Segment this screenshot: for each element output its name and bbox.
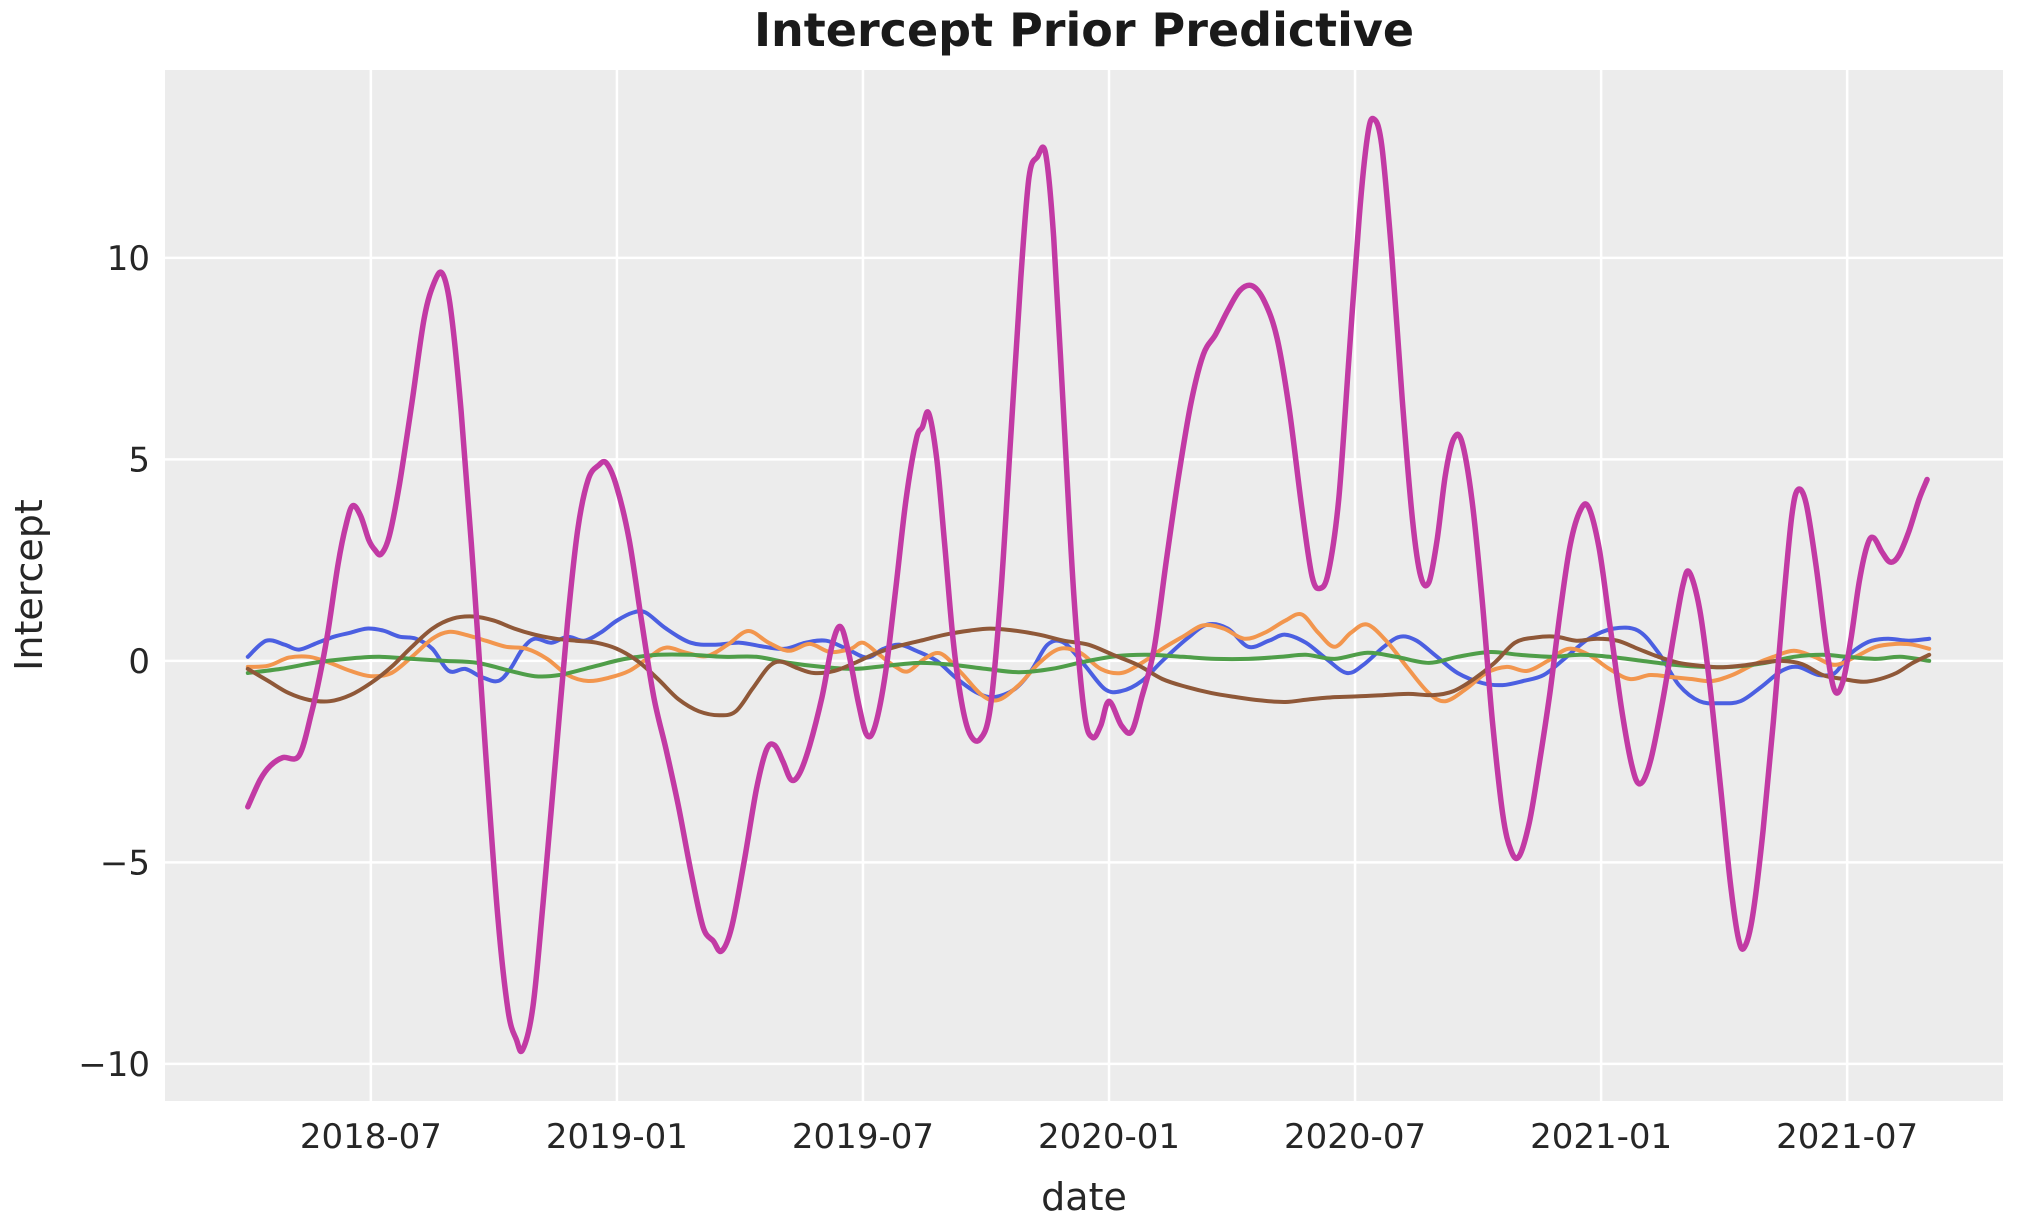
x-tick-label: 2020-01 bbox=[1038, 1117, 1180, 1157]
x-tick-label: 2019-01 bbox=[546, 1117, 688, 1157]
series-path-prior-sample-4 bbox=[245, 614, 1932, 718]
y-tick-label: 0 bbox=[128, 642, 150, 682]
x-tick-label: 2021-07 bbox=[1776, 1117, 1918, 1157]
x-axis-label: date bbox=[1041, 1175, 1127, 1219]
y-axis-label: Intercept bbox=[7, 499, 51, 671]
y-tick-label: 5 bbox=[128, 440, 150, 480]
series-path-prior-sample-1 bbox=[245, 608, 1932, 706]
x-tick-label: 2019-07 bbox=[792, 1117, 934, 1157]
y-tick-label: 10 bbox=[107, 239, 150, 279]
y-tick-label: −10 bbox=[78, 1045, 150, 1085]
plot-background bbox=[165, 70, 2003, 1101]
x-tick-label: 2018-07 bbox=[300, 1117, 442, 1157]
series-path-prior-sample-5 bbox=[245, 115, 1930, 1055]
y-tick-label: −5 bbox=[100, 843, 150, 883]
x-tick-label: 2021-01 bbox=[1530, 1117, 1672, 1157]
chart-title: Intercept Prior Predictive bbox=[754, 3, 1414, 57]
x-tick-label: 2020-07 bbox=[1284, 1117, 1426, 1157]
